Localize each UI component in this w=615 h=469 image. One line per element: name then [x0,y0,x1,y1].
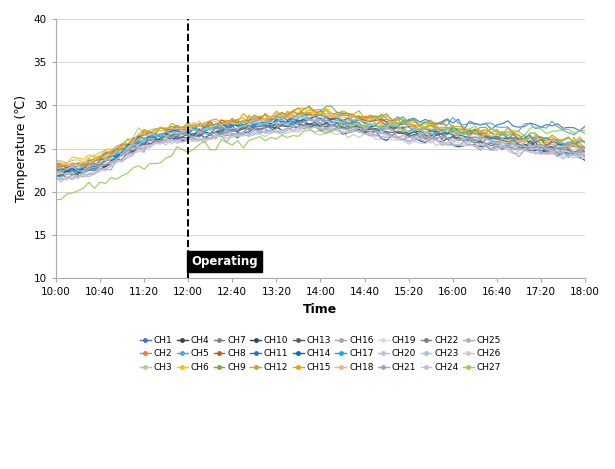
Text: Operating: Operating [191,255,258,268]
X-axis label: Time: Time [303,303,338,316]
Legend: CH1, CH2, CH3, CH4, CH5, CH6, CH7, CH8, CH9, CH10, CH11, CH12, CH13, CH14, CH15,: CH1, CH2, CH3, CH4, CH5, CH6, CH7, CH8, … [139,335,502,373]
Y-axis label: Temperature (℃): Temperature (℃) [15,95,28,202]
